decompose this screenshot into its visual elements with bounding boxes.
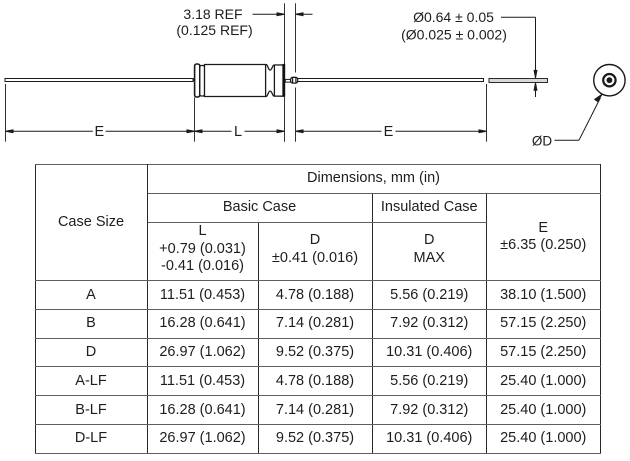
svg-text:L: L [234,124,242,140]
svg-text:(0.125 REF): (0.125 REF) [176,22,252,38]
svg-text:3.18 REF: 3.18 REF [183,6,242,22]
svg-text:ØD: ØD [532,133,553,148]
svg-text:(Ø0.025 ± 0.002): (Ø0.025 ± 0.002) [401,27,507,43]
svg-text:E: E [384,124,394,140]
svg-text:Ø0.64 ± 0.05: Ø0.64 ± 0.05 [413,9,494,25]
svg-text:E: E [94,124,104,140]
